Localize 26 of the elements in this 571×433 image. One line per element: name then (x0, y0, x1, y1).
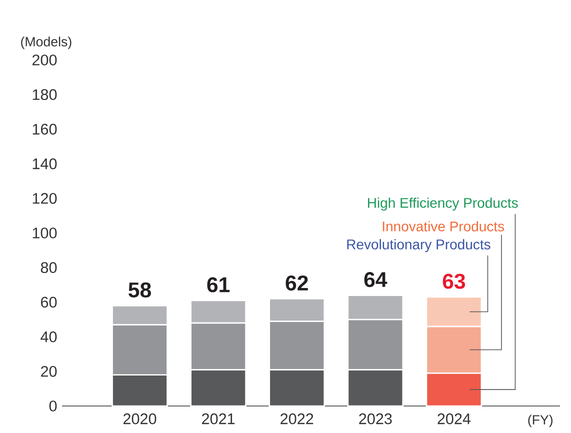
x-tick-label: 2020 (123, 413, 156, 424)
total-label: 64 (364, 272, 388, 288)
y-tick-label: 20 (41, 366, 57, 377)
x-tick-label: 2023 (359, 413, 392, 424)
y-axis-title: (Models) (21, 36, 72, 50)
total-label: 62 (286, 275, 308, 291)
y-tick-label: 100 (32, 228, 57, 238)
x-tick-label: 2024 (438, 413, 471, 424)
total-label: 63 (442, 274, 466, 289)
x-tick-label: 2021 (202, 413, 235, 424)
total-label: 61 (207, 277, 230, 292)
y-tick-label: 40 (40, 331, 57, 342)
y-tick-label: 140 (32, 158, 57, 170)
y-tick-label: 60 (41, 296, 57, 308)
y-tick-label: 160 (32, 124, 57, 135)
y-tick-label: 80 (40, 262, 57, 274)
total-label: 58 (128, 282, 151, 298)
y-tick-label: 180 (32, 89, 57, 100)
text: Revolutionary Products (347, 239, 490, 252)
text: Innovative Products (382, 221, 504, 232)
x-axis-title: (FY) (528, 414, 552, 428)
y-tick-label: 120 (32, 192, 57, 204)
y-tick-label: 200 (32, 54, 57, 66)
y-tick-label: 0 (49, 400, 57, 412)
text: High Efficiency Products (368, 198, 518, 211)
x-tick-label: 2022 (280, 413, 314, 424)
